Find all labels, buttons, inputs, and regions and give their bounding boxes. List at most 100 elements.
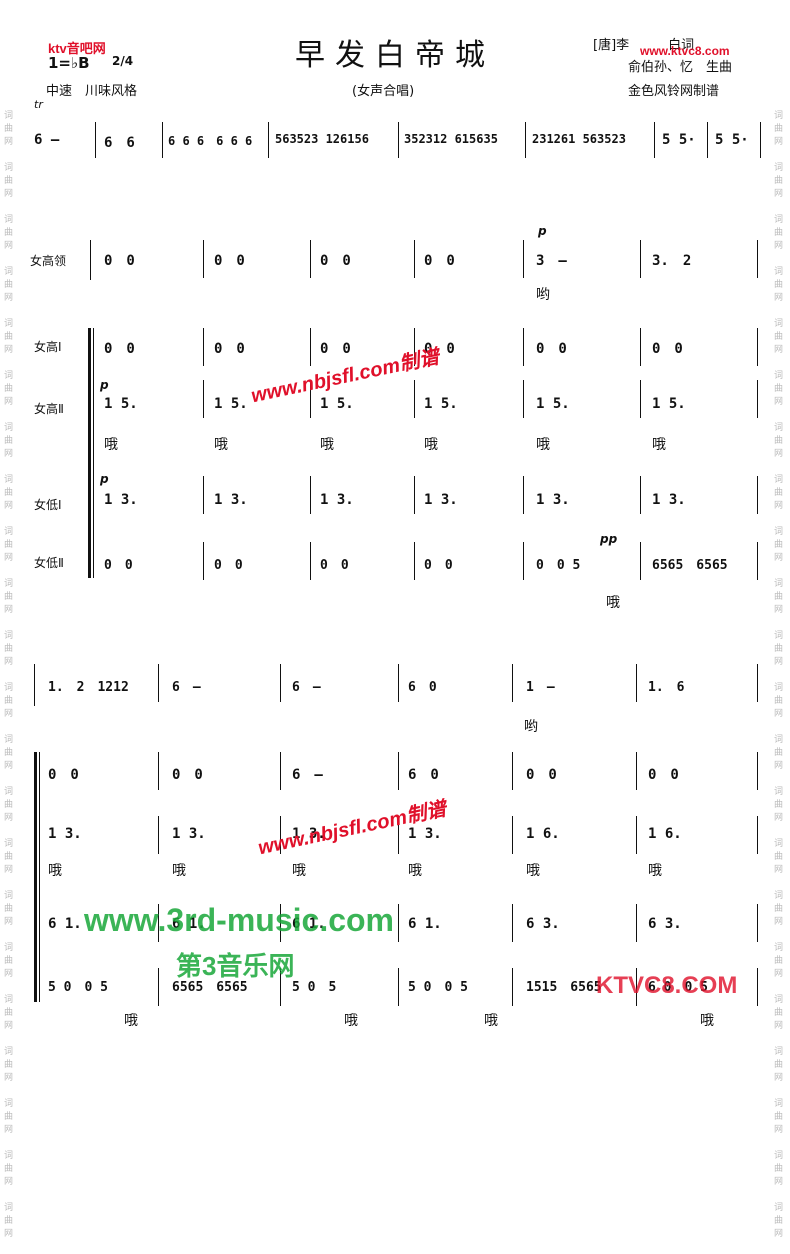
barline bbox=[203, 240, 204, 278]
barline bbox=[636, 664, 637, 702]
watermark-nbjsfl: www.nbjsfl.com制谱 bbox=[256, 798, 449, 860]
measure-alto1: 6 1. bbox=[172, 916, 206, 932]
measure-soprano2: 1 5. bbox=[320, 396, 354, 412]
time-signature: 2/4 bbox=[112, 54, 134, 68]
watermark-ktvc8: KTVC8.COM bbox=[596, 972, 738, 999]
measure-soprano2: 1 5. bbox=[652, 396, 686, 412]
measure-alto2: 0 0 bbox=[424, 558, 453, 573]
intro-measure: 5 5· bbox=[715, 132, 749, 148]
barline bbox=[158, 752, 159, 790]
measure-soprano1: 0 0 bbox=[526, 767, 557, 783]
measure-soprano1: 0 0 bbox=[172, 767, 203, 783]
barline bbox=[414, 476, 415, 514]
intro-measure: 6 — bbox=[34, 132, 60, 148]
intro-measure: 6 6 6 6 6 6 bbox=[168, 134, 253, 148]
barline bbox=[280, 968, 281, 1006]
barline bbox=[757, 752, 758, 790]
lyric: 哦 bbox=[344, 1013, 358, 1029]
trill-mark: tr bbox=[34, 98, 43, 111]
measure-alto1: 1 3. bbox=[536, 492, 570, 508]
measure-soprano2: 1 5. bbox=[214, 396, 248, 412]
measure-soprano1: 6 0 bbox=[408, 767, 439, 783]
barline bbox=[757, 380, 758, 418]
measure-alto2: 1515 6565 bbox=[526, 980, 602, 995]
measure-alto2: 0 0 bbox=[104, 558, 133, 573]
measure-alto1: 6 3. bbox=[526, 916, 560, 932]
barline bbox=[640, 542, 641, 580]
intro-measure: 563523 126156 bbox=[275, 132, 369, 146]
measure-soprano2: 1 6. bbox=[648, 826, 682, 842]
barline bbox=[636, 816, 637, 854]
watermark-3rd-music: www.3rd-music.com bbox=[84, 902, 394, 938]
measure-alto2: 5 0 5 bbox=[292, 980, 337, 995]
barline bbox=[757, 904, 758, 942]
barline bbox=[523, 240, 524, 278]
barline bbox=[398, 968, 399, 1006]
measure-alto2: 0 0 5 bbox=[536, 558, 581, 573]
measure-alto2: 6565 6565 bbox=[652, 558, 728, 573]
measure-alto1: 1 3. bbox=[424, 492, 458, 508]
intro-measure: 231261 563523 bbox=[532, 132, 626, 146]
barline bbox=[310, 240, 311, 278]
measure-alto2: 5 0 0 5 bbox=[408, 980, 468, 995]
intro-measure: 352312 615635 bbox=[404, 132, 498, 146]
barline bbox=[523, 380, 524, 418]
engraver: 金色风铃网制谱 bbox=[628, 84, 720, 99]
barline bbox=[640, 380, 641, 418]
barline bbox=[640, 240, 641, 278]
barline bbox=[757, 240, 758, 278]
barline bbox=[414, 380, 415, 418]
measure-soprano1: 0 0 bbox=[648, 767, 679, 783]
measure-soprano1: 0 0 bbox=[652, 341, 683, 357]
barline bbox=[523, 476, 524, 514]
lyric: 哦 bbox=[700, 1013, 714, 1029]
barline bbox=[280, 904, 281, 942]
barline bbox=[636, 752, 637, 790]
lyric: 哦 bbox=[424, 437, 438, 453]
barline bbox=[398, 664, 399, 702]
watermark-top-right: www.ktvc8.com bbox=[640, 44, 730, 58]
barline bbox=[414, 542, 415, 580]
barline bbox=[398, 816, 399, 854]
measure-soprano2: 1 3. bbox=[408, 826, 442, 842]
measure-soprano1: 0 0 bbox=[320, 341, 351, 357]
part-label-soprano-2: 女高Ⅱ bbox=[34, 402, 64, 416]
measure-alto1: 1 3. bbox=[214, 492, 248, 508]
measure-soprano-lead: 0 0 bbox=[104, 253, 135, 269]
dynamic-mark: p bbox=[538, 224, 547, 238]
measure-alto1: 6 1. bbox=[48, 916, 82, 932]
dynamic-mark: pp bbox=[600, 532, 618, 546]
measure-soprano2: 1 5. bbox=[536, 396, 570, 412]
measure-soprano-lead: 0 0 bbox=[424, 253, 455, 269]
barline bbox=[757, 968, 758, 1006]
measure-alto2: 5 0 0 5 bbox=[48, 980, 108, 995]
lyric: 哦 bbox=[48, 863, 62, 879]
key-signature: 1=♭B bbox=[48, 54, 90, 72]
barline bbox=[310, 328, 311, 366]
barline bbox=[280, 816, 281, 854]
barline bbox=[523, 328, 524, 366]
barline bbox=[757, 328, 758, 366]
watermark-top-left: ktv音吧网 bbox=[48, 41, 106, 56]
lyric: 哟 bbox=[536, 287, 550, 303]
tempo-style: 中速 川味风格 bbox=[46, 84, 138, 99]
barline bbox=[398, 904, 399, 942]
barline bbox=[636, 904, 637, 942]
lyric: 哦 bbox=[292, 863, 306, 879]
measure-soprano-lead: 1 — bbox=[526, 680, 555, 695]
lyric: 哟 bbox=[524, 719, 538, 735]
measure-soprano1: 6 — bbox=[292, 767, 323, 783]
barline bbox=[203, 328, 204, 366]
measure-soprano2: 1 3. bbox=[292, 826, 326, 842]
barline bbox=[203, 380, 204, 418]
page-title: 早发白帝城 bbox=[295, 38, 495, 73]
measure-soprano1: 0 0 bbox=[104, 341, 135, 357]
measure-soprano2: 1 5. bbox=[424, 396, 458, 412]
part-label-soprano-lead: 女高领 bbox=[30, 254, 67, 268]
barline bbox=[512, 904, 513, 942]
barline bbox=[310, 476, 311, 514]
measure-soprano1: 0 0 bbox=[424, 341, 455, 357]
part-label-alto-1: 女低Ⅰ bbox=[34, 498, 62, 512]
lyric: 哦 bbox=[124, 1013, 138, 1029]
measure-soprano-lead: 0 0 bbox=[214, 253, 245, 269]
